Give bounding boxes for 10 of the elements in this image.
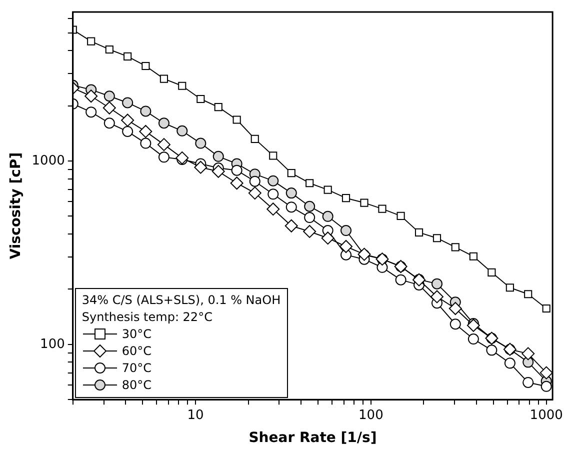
y-axis-title: Viscosity [cP] (8, 152, 24, 260)
legend-title: 34% C/S (ALS+SLS), 0.1 % NaOH Synthesis temp: 22°C (82, 292, 281, 326)
x-tick-label: 1000 (530, 408, 563, 423)
x-axis-title: Shear Rate [1/s] (248, 430, 377, 446)
legend-label: 30°C (122, 326, 152, 343)
legend-label: 80°C (122, 376, 152, 394)
x-tick-label: 10 (187, 408, 204, 423)
legend-label: 70°C (122, 360, 152, 377)
legend-label: 60°C (122, 342, 152, 360)
x-tick-label: 100 (358, 408, 384, 423)
